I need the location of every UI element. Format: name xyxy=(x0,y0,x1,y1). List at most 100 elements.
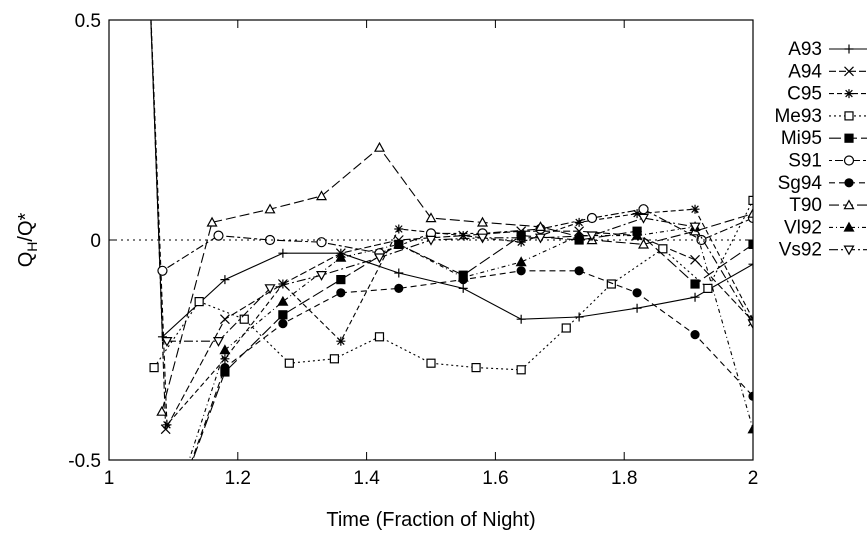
data-point-t90-5 xyxy=(425,212,437,223)
data-point-vs92-11 xyxy=(747,319,753,330)
series-line-c95 xyxy=(150,20,753,427)
legend-label-s91: S91 xyxy=(788,151,822,172)
data-point-t90-6 xyxy=(477,216,489,227)
data-point-sg94-1 xyxy=(220,363,230,373)
data-point-mi95-3 xyxy=(336,275,346,285)
data-point-mi95-2 xyxy=(278,310,288,320)
data-point-me93-0 xyxy=(149,363,159,373)
data-point-sg94-9 xyxy=(690,330,700,340)
data-point-me93-10 xyxy=(606,279,616,289)
series-a93 xyxy=(150,20,753,342)
x-tick-label: 1.6 xyxy=(482,468,508,489)
data-point-me93-13 xyxy=(748,195,753,205)
data-point-s91-3 xyxy=(316,237,327,248)
legend-label-sg94: Sg94 xyxy=(778,173,823,194)
y-axis-title-subscript: H xyxy=(24,242,40,252)
data-point-sg94-8 xyxy=(632,288,642,298)
data-point-me93-4 xyxy=(329,354,339,364)
legend-marker-mi95 xyxy=(844,133,854,143)
data-point-c95-3 xyxy=(278,279,288,289)
legend-item-a93: A93 xyxy=(788,39,867,60)
data-point-a93-10 xyxy=(690,292,700,302)
data-point-sg94-10 xyxy=(748,391,753,401)
data-point-a93-9 xyxy=(632,303,642,313)
x-tick-label: 1.8 xyxy=(611,468,637,489)
y-axis-title-main: Q xyxy=(15,252,37,268)
data-point-mi95-9 xyxy=(690,279,700,289)
data-point-a94-10 xyxy=(690,254,700,265)
legend-item-c95: C95 xyxy=(787,84,867,105)
legend-item-sg94: Sg94 xyxy=(778,173,867,194)
series-t90 xyxy=(156,141,753,416)
data-point-t90-9 xyxy=(638,238,650,249)
y-tick-label: -0.5 xyxy=(68,451,101,472)
series-line-a94 xyxy=(150,20,753,432)
legend-label-c95: C95 xyxy=(787,84,822,105)
data-point-c95-9 xyxy=(632,209,642,219)
data-point-vs92-7 xyxy=(534,233,546,244)
data-point-c95-1 xyxy=(162,420,172,430)
legend-label-vs92: Vs92 xyxy=(779,240,822,261)
legend-item-mi95: Mi95 xyxy=(781,128,867,149)
legend-marker-sg94 xyxy=(844,178,854,188)
data-point-c95-4 xyxy=(336,336,346,346)
data-point-t90-2 xyxy=(264,203,276,214)
data-point-a93-6 xyxy=(458,283,468,293)
data-point-vl92-2 xyxy=(277,295,289,306)
data-point-vl92-3 xyxy=(335,251,347,262)
series-a94 xyxy=(150,20,753,435)
data-point-c95-7 xyxy=(516,237,526,247)
data-point-s91-8 xyxy=(586,212,598,224)
series-vs92 xyxy=(161,213,753,347)
data-point-a93-11 xyxy=(748,259,753,269)
data-point-a94-2 xyxy=(219,314,230,325)
series-line-t90 xyxy=(161,146,753,412)
data-point-sg94-2 xyxy=(278,319,288,329)
data-point-a93-7 xyxy=(516,314,526,324)
x-axis-title: Time (Fraction of Night) xyxy=(326,509,535,531)
legend-marker-s91 xyxy=(843,155,855,166)
data-point-vs92-2 xyxy=(264,284,276,295)
data-point-a93-5 xyxy=(394,268,404,278)
series-me93 xyxy=(149,195,753,375)
y-tick-label: 0 xyxy=(90,231,101,252)
y-tick-label: 0.5 xyxy=(75,11,101,32)
legend-label-mi95: Mi95 xyxy=(781,128,822,149)
data-point-me93-5 xyxy=(374,332,385,342)
data-point-me93-8 xyxy=(516,365,526,375)
data-point-a93-8 xyxy=(574,312,584,322)
data-point-c95-6 xyxy=(458,231,468,241)
data-point-a93-2 xyxy=(220,275,230,285)
data-point-sg94-4 xyxy=(394,283,404,293)
x-tick-label: 1 xyxy=(104,468,115,489)
data-point-vl92-10 xyxy=(747,423,753,434)
legend-label-a94: A94 xyxy=(788,61,822,82)
data-point-vs92-1 xyxy=(212,337,224,347)
data-point-s91-0 xyxy=(157,265,168,276)
series-layer xyxy=(149,20,753,460)
data-point-vs92-9 xyxy=(638,213,650,224)
legend-marker-vl92 xyxy=(843,221,855,232)
data-point-sg94-3 xyxy=(336,288,346,298)
data-point-sg94-6 xyxy=(516,266,526,276)
data-point-vl92-4 xyxy=(393,238,405,249)
data-point-s91-9 xyxy=(638,204,649,215)
series-line-vl92 xyxy=(188,226,753,460)
data-point-vl92-5 xyxy=(457,271,469,282)
data-point-t90-0 xyxy=(156,405,168,416)
data-point-vs92-0 xyxy=(161,337,173,347)
data-point-mi95-10 xyxy=(748,239,753,249)
data-point-sg94-7 xyxy=(574,266,584,276)
series-line-sg94 xyxy=(191,270,753,460)
data-point-me93-7 xyxy=(471,363,481,373)
series-line-vs92 xyxy=(166,217,753,342)
data-point-mi95-6 xyxy=(516,231,526,241)
legend-item-t90: T90 xyxy=(789,195,867,216)
data-point-vs92-3 xyxy=(316,271,328,281)
data-point-vl92-6 xyxy=(515,256,527,267)
series-sg94 xyxy=(191,266,753,460)
data-point-vl92-8 xyxy=(631,229,643,240)
data-point-t90-7 xyxy=(534,221,546,231)
